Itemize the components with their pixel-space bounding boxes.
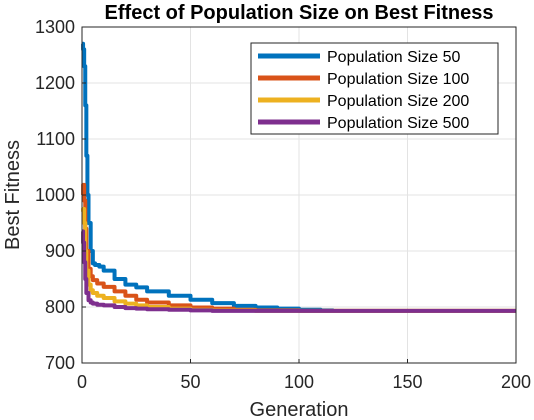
legend-label-2: Population Size 100 <box>327 71 469 88</box>
x-tick-label: 200 <box>501 372 531 392</box>
x-axis-label: Generation <box>250 399 349 420</box>
series-line-1 <box>81 41 334 313</box>
y-tick-label: 1000 <box>35 185 75 205</box>
legend-label-3: Population Size 200 <box>327 93 469 110</box>
y-tick-label: 900 <box>45 241 75 261</box>
x-tick-label: 150 <box>392 372 422 392</box>
x-tick-label: 0 <box>77 372 87 392</box>
series-line-4 <box>81 229 516 313</box>
y-axis-label: Best Fitness <box>2 140 24 250</box>
y-tick-label: 1300 <box>35 17 75 37</box>
legend-label-1: Population Size 50 <box>327 49 461 66</box>
y-tick-label: 800 <box>45 297 75 317</box>
y-tick-label: 1100 <box>36 129 75 149</box>
chart-title: Effect of Population Size on Best Fitnes… <box>105 2 494 24</box>
legend-label-4: Population Size 500 <box>327 115 469 132</box>
legend: Population Size 50 Population Size 100 Pop… <box>250 42 499 135</box>
x-tick-label: 50 <box>180 372 200 392</box>
y-tick-label: 1200 <box>35 73 75 93</box>
x-tick-label: 100 <box>284 372 314 392</box>
tick-labels: 0 50 100 150 200 700 800 900 1000 1100 1200 1300 <box>35 17 531 392</box>
y-tick-label: 700 <box>45 353 75 373</box>
